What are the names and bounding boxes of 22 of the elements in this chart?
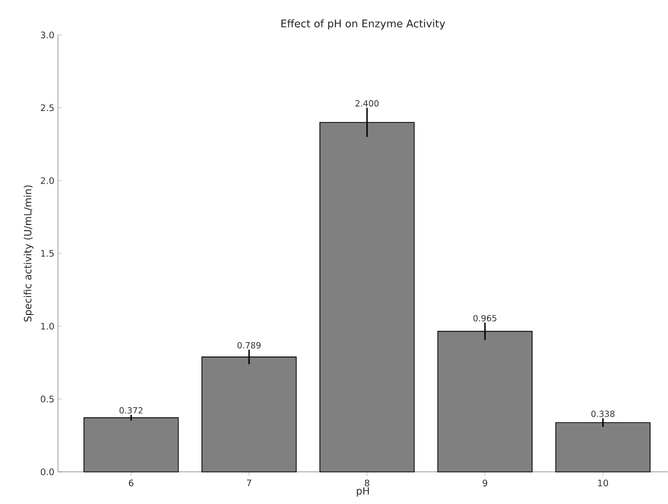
x-tick-label: 10	[598, 480, 608, 486]
y-tick-label: 0.5	[40, 396, 54, 402]
data-label: 0.789	[238, 342, 261, 349]
y-axis-title: Specific activity (U/mL/min)	[24, 186, 34, 322]
data-label: 0.338	[591, 410, 614, 418]
x-tick-label: 7	[246, 480, 252, 486]
x-tick-label: 8	[364, 480, 370, 486]
y-tick-label: 2.0	[40, 177, 54, 184]
data-label: 2.400	[356, 100, 379, 107]
bar	[555, 422, 651, 472]
data-label: 0.965	[473, 315, 496, 322]
data-label: 0.372	[120, 407, 142, 414]
x-tick-label: 9	[482, 480, 488, 486]
y-tick-label: 0.0	[40, 468, 54, 476]
y-tick-label: 1.5	[41, 250, 54, 257]
x-tick-label: 6	[128, 480, 134, 486]
x-axis-title: pH	[356, 487, 369, 497]
bar	[84, 417, 179, 472]
y-tick-label: 2.5	[40, 104, 54, 112]
y-tick-label: 3.0	[40, 32, 54, 38]
chart-title: Effect of pH on Enzyme Activity	[281, 19, 446, 30]
y-tick-label: 1.0	[41, 322, 54, 330]
